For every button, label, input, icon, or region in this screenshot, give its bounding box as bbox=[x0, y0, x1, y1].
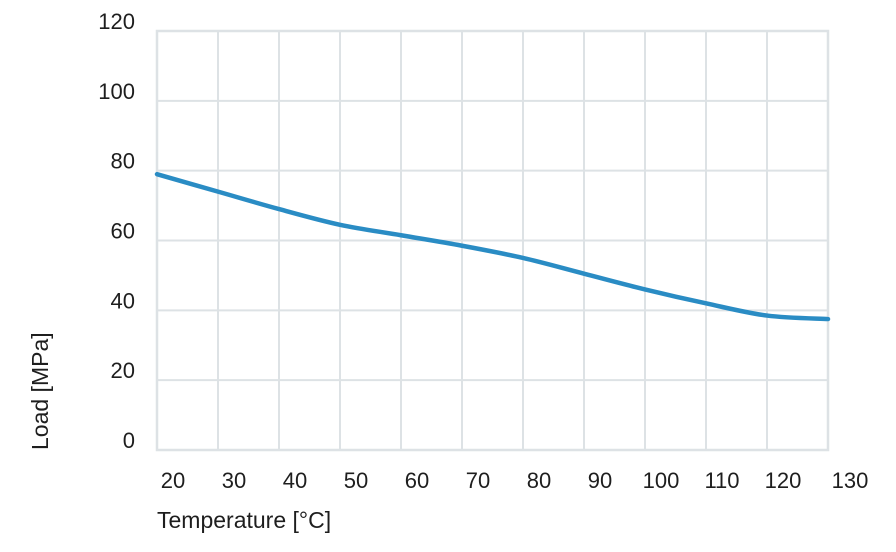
x-tick-label-50: 50 bbox=[344, 468, 368, 493]
x-tick-label-20: 20 bbox=[161, 468, 185, 493]
x-axis-tick-labels: 20 30 40 50 60 70 80 90 100 110 120 130 bbox=[161, 468, 869, 493]
y-tick-label-20: 20 bbox=[111, 358, 135, 383]
y-tick-label-120: 120 bbox=[98, 9, 135, 34]
x-tick-label-60: 60 bbox=[405, 468, 429, 493]
x-tick-label-120: 120 bbox=[765, 468, 802, 493]
x-tick-label-30: 30 bbox=[222, 468, 246, 493]
y-tick-label-80: 80 bbox=[111, 149, 135, 174]
x-tick-label-130: 130 bbox=[832, 468, 869, 493]
x-tick-label-80: 80 bbox=[527, 468, 551, 493]
x-tick-label-40: 40 bbox=[283, 468, 307, 493]
x-tick-label-100: 100 bbox=[643, 468, 680, 493]
y-axis-tick-labels: 0 20 40 60 80 100 120 bbox=[98, 9, 135, 453]
y-tick-label-0: 0 bbox=[123, 428, 135, 453]
x-tick-label-110: 110 bbox=[704, 468, 739, 493]
horizontal-gridlines bbox=[157, 30, 828, 451]
plot-area-frame bbox=[155, 29, 830, 452]
x-tick-label-90: 90 bbox=[588, 468, 612, 493]
y-axis-label: Load [MPa] bbox=[27, 332, 53, 450]
series-layer bbox=[154, 171, 831, 322]
x-tick-label-70: 70 bbox=[466, 468, 490, 493]
y-tick-label-60: 60 bbox=[111, 219, 135, 244]
y-tick-label-100: 100 bbox=[98, 79, 135, 104]
y-tick-label-40: 40 bbox=[111, 288, 135, 313]
series-line-0 bbox=[154, 171, 831, 322]
x-axis-label: Temperature [°C] bbox=[157, 507, 331, 533]
